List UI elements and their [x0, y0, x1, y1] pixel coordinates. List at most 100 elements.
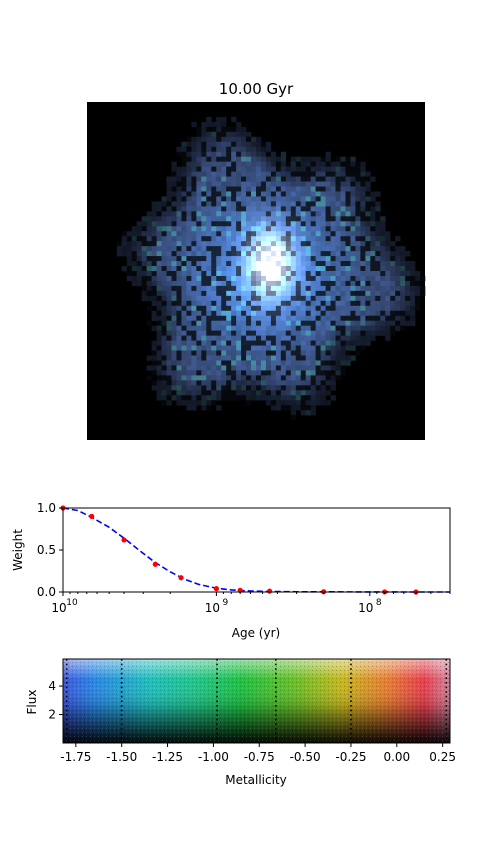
galaxy-pixel — [300, 330, 307, 336]
galaxy-pixel — [171, 320, 177, 326]
galaxy-pixel — [206, 201, 212, 207]
galaxy-pixel — [196, 191, 202, 197]
galaxy-pixel — [241, 246, 247, 252]
galaxy-pixel — [176, 395, 182, 401]
weight-point — [213, 586, 219, 592]
galaxy-pixel — [226, 385, 232, 391]
galaxy-pixel — [365, 315, 371, 322]
galaxy-pixel — [221, 320, 227, 326]
galaxy-pixel — [410, 280, 416, 287]
galaxy-pixel — [191, 400, 197, 406]
galaxy-pixel — [216, 295, 222, 302]
galaxy-pixel — [315, 186, 321, 192]
galaxy-pixel — [186, 400, 192, 406]
galaxy-pixel — [290, 156, 297, 162]
galaxy-pixel — [270, 181, 277, 187]
galaxy-pixel — [290, 330, 297, 336]
galaxy-pixel — [405, 275, 411, 282]
galaxy-pixel — [156, 256, 162, 262]
galaxy-pixel — [315, 340, 321, 346]
galaxy-pixel — [231, 166, 237, 172]
galaxy-pixel — [156, 280, 162, 287]
galaxy-pixel — [161, 395, 167, 401]
galaxy-pixel — [275, 375, 282, 381]
flux-x-tick-label: -1.00 — [198, 750, 229, 764]
galaxy-pixel — [280, 206, 287, 212]
galaxy-pixel — [156, 271, 162, 277]
galaxy-pixel — [181, 375, 187, 381]
galaxy-pixel — [186, 345, 192, 351]
galaxy-pixel — [201, 231, 207, 237]
galaxy-pixel — [275, 206, 282, 212]
galaxy-pixel — [355, 266, 361, 272]
galaxy-pixel — [370, 290, 376, 297]
galaxy-pixel — [186, 251, 192, 257]
galaxy-pixel — [260, 226, 267, 232]
galaxy-pixel — [216, 271, 222, 277]
galaxy-pixel — [211, 151, 217, 157]
galaxy-pixel — [260, 345, 267, 351]
galaxy-pixel — [211, 161, 217, 167]
galaxy-pixel — [390, 315, 396, 322]
galaxy-pixel — [216, 310, 222, 317]
galaxy-pixel — [295, 236, 302, 242]
galaxy-pixel — [285, 166, 292, 172]
galaxy-pixel — [166, 226, 172, 232]
galaxy-pixel — [295, 350, 302, 356]
galaxy-pixel — [330, 171, 336, 177]
galaxy-pixel — [355, 335, 361, 341]
galaxy-pixel — [305, 335, 311, 341]
galaxy-pixel — [375, 271, 381, 277]
galaxy-pixel — [151, 256, 157, 262]
galaxy-pixel — [186, 375, 192, 381]
galaxy-pixel — [305, 300, 311, 307]
galaxy-pixel — [305, 271, 311, 277]
galaxy-pixel — [280, 365, 287, 371]
galaxy-pixel — [221, 385, 227, 391]
galaxy-pixel — [256, 251, 262, 257]
galaxy-pixel — [370, 261, 376, 267]
galaxy-pixel — [335, 365, 341, 371]
galaxy-pixel — [186, 385, 192, 391]
galaxy-pixel — [191, 261, 197, 267]
galaxy-pixel — [156, 216, 162, 222]
galaxy-pixel — [156, 385, 162, 391]
galaxy-pixel — [166, 395, 172, 401]
galaxy-pixel — [385, 330, 391, 336]
galaxy-pixel — [400, 271, 406, 277]
galaxy-pixel — [196, 335, 202, 341]
galaxy-pixel — [330, 340, 336, 346]
galaxy-pixel — [231, 340, 237, 346]
galaxy-pixel — [300, 156, 307, 162]
galaxy-pixel — [345, 196, 351, 202]
galaxy-pixel — [320, 285, 326, 292]
galaxy-pixel — [256, 161, 262, 167]
galaxy-pixel — [216, 191, 222, 197]
galaxy-pixel — [290, 221, 297, 227]
galaxy-pixel — [260, 191, 267, 197]
galaxy-pixel — [390, 285, 396, 292]
galaxy-pixel — [400, 320, 406, 326]
galaxy-pixel — [176, 305, 182, 312]
galaxy-pixel — [236, 330, 242, 336]
galaxy-pixel — [260, 146, 267, 153]
galaxy-pixel — [176, 345, 182, 351]
galaxy-pixel — [231, 300, 237, 307]
galaxy-pixel — [275, 370, 282, 376]
galaxy-pixel — [350, 275, 356, 282]
galaxy-pixel — [285, 325, 292, 331]
galaxy-pixel — [390, 266, 396, 272]
galaxy-pixel — [315, 400, 321, 406]
galaxy-pixel — [196, 330, 202, 336]
galaxy-pixel — [206, 340, 212, 346]
galaxy-pixel — [325, 320, 331, 326]
galaxy-pixel — [370, 275, 376, 282]
galaxy-pixel — [325, 166, 331, 172]
galaxy-pixel — [380, 320, 386, 326]
galaxy-pixel — [290, 206, 297, 212]
galaxy-pixel — [310, 355, 316, 361]
galaxy-pixel — [211, 206, 217, 212]
galaxy-pixel — [226, 320, 232, 326]
galaxy-pixel — [350, 236, 356, 242]
galaxy-pixel — [315, 280, 321, 287]
